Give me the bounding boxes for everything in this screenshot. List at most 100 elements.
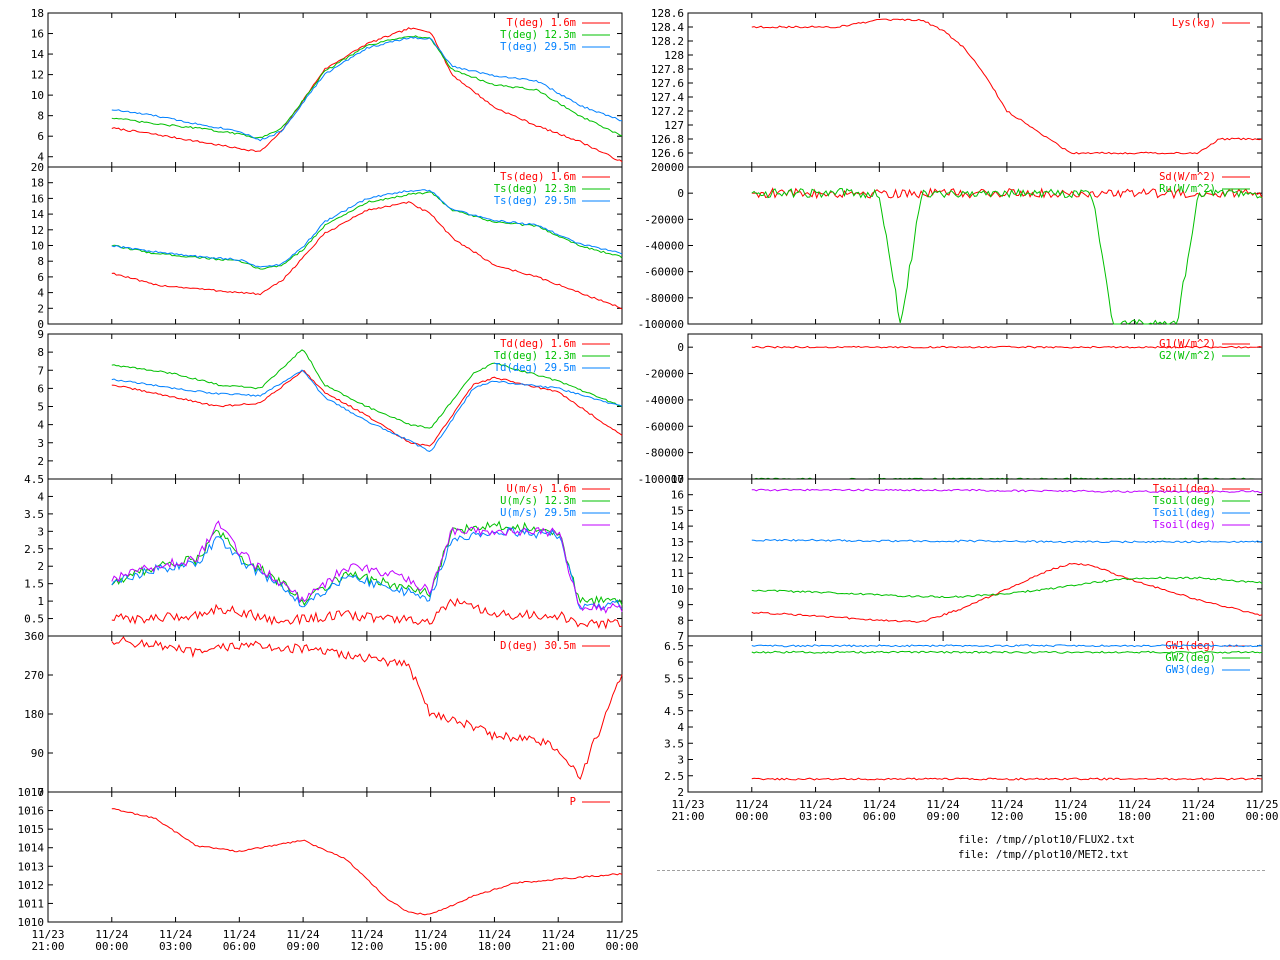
y-tick-label: -20000 <box>644 368 684 381</box>
y-tick-label: 128 <box>664 49 684 62</box>
x-tick-time: 15:00 <box>1054 810 1087 823</box>
y-tick-label: 9 <box>37 328 44 341</box>
y-tick-label: -60000 <box>644 420 684 433</box>
x-tick-date: 11/24 <box>478 928 511 941</box>
panel-lysimeter: 126.6126.8127127.2127.4127.6127.8128128.… <box>651 7 1263 168</box>
y-tick-label: 5.5 <box>664 672 684 685</box>
y-tick-label: 10 <box>671 583 684 596</box>
x-tick-date: 11/24 <box>863 798 896 811</box>
y-tick-label: 15 <box>671 504 684 517</box>
x-tick-date: 11/24 <box>799 798 832 811</box>
series-line <box>111 36 623 142</box>
series-line <box>751 18 1263 155</box>
legend-label: Lys(kg) <box>1172 17 1216 29</box>
y-tick-label: 2 <box>677 786 684 799</box>
y-tick-label: 128.4 <box>651 21 684 34</box>
series-line <box>111 636 623 780</box>
series-line <box>751 576 1263 599</box>
series-line <box>111 526 623 610</box>
series-line <box>111 808 623 916</box>
plot-frame <box>687 12 1263 168</box>
series-line <box>111 189 623 268</box>
y-tick-label: 12 <box>671 552 684 565</box>
x-tick-date: 11/24 <box>223 928 256 941</box>
series-line <box>751 777 1263 781</box>
panel-wind-direction: 0 90 180 270 360 D(deg) 30.5m <box>24 630 623 799</box>
y-tick-label: 13 <box>671 536 684 549</box>
y-tick-label: 6 <box>37 130 44 143</box>
y-tick-label: 7 <box>37 364 44 377</box>
y-tick-label: 6 <box>677 656 684 669</box>
plot-frame <box>47 791 623 923</box>
x-tick-date: 11/24 <box>287 928 320 941</box>
x-tick-date: 11/24 <box>159 928 192 941</box>
x-tick-time: 03:00 <box>799 810 832 823</box>
source-files: file: /tmp//plot10/FLUX2.txt file: /tmp/… <box>958 833 1135 863</box>
y-tick-label: 16 <box>671 489 684 502</box>
panel-air-temp: 4 6 8 10 12 14 16 18 T(deg) 1.6mT(deg) 12.3mT(de… <box>31 7 623 168</box>
series-line <box>111 520 623 607</box>
y-tick-label: 2.5 <box>664 770 684 783</box>
legend-label: Td(deg) 29.5m <box>494 362 576 374</box>
y-tick-label: 127.4 <box>651 91 684 104</box>
y-tick-label: 16 <box>31 192 44 205</box>
legend-label: Ru(W/m^2) <box>1159 183 1216 195</box>
y-tick-label: -60000 <box>644 266 684 279</box>
y-tick-label: 5 <box>677 689 684 702</box>
x-tick-date: 11/23 <box>31 928 64 941</box>
x-tick-date: 11/24 <box>1054 798 1087 811</box>
x-tick-date: 11/24 <box>95 928 128 941</box>
y-tick-label: -80000 <box>644 292 684 305</box>
y-tick-label: 8 <box>37 110 44 123</box>
x-tick-date: 11/24 <box>542 928 575 941</box>
panel-radiation: -100000 -80000 -60000 -40000 -20000 0 20000 Sd(… <box>638 161 1263 331</box>
legend-label: Tsoil(deg) <box>1153 519 1216 531</box>
y-tick-label: 128.2 <box>651 35 684 48</box>
legend-label: GW1(deg) <box>1165 640 1216 652</box>
x-tick-date: 11/23 <box>671 798 704 811</box>
y-tick-label: 127.6 <box>651 77 684 90</box>
y-tick-label: 16 <box>31 28 44 41</box>
y-tick-label: 9 <box>677 599 684 612</box>
y-tick-label: 1012 <box>18 879 45 892</box>
y-tick-label: 6 <box>37 382 44 395</box>
y-tick-label: 128.6 <box>651 7 684 20</box>
y-tick-label: 126.6 <box>651 147 684 160</box>
x-tick-time: 21:00 <box>542 940 575 953</box>
x-tick-time: 18:00 <box>1118 810 1151 823</box>
series-line <box>111 35 623 139</box>
dashed-separator <box>657 870 1265 871</box>
y-tick-label: 0 <box>677 187 684 200</box>
series-line <box>751 345 1263 349</box>
panel-ground-flux: -100000 -80000 -60000 -40000 -20000 0 G1(W/m^2… <box>638 333 1263 486</box>
legend-label: Ts(deg) 29.5m <box>494 195 576 207</box>
y-tick-label: 2 <box>37 302 44 315</box>
series-line <box>111 520 623 614</box>
y-tick-label: 1010 <box>18 916 45 929</box>
x-tick-time: 09:00 <box>927 810 960 823</box>
legend-label: GW2(deg) <box>1165 652 1216 664</box>
panel-wind-speed: 0.5 1 1.5 2 2.5 3 3.5 4 4.5 U(m/s) 1.6mU(m/s) 12.… <box>24 473 623 637</box>
y-tick-label: 0.5 <box>24 613 44 626</box>
x-tick-time: 21:00 <box>31 940 64 953</box>
y-tick-label: 3 <box>37 525 44 538</box>
panel-groundwater: 2 2.5 3 3.5 4 4.5 5 5.5 6 6.5 GW1(deg)GW2(deg)GW3(… <box>664 635 1263 799</box>
x-tick-time: 09:00 <box>287 940 320 953</box>
x-tick-date: 11/24 <box>735 798 768 811</box>
panel-pressure: 1010 1011 1012 1013 1014 1015 1016 1017 P <box>18 786 623 929</box>
y-tick-label: 127.2 <box>651 105 684 118</box>
y-tick-label: 5 <box>37 401 44 414</box>
y-tick-label: 4 <box>37 287 44 300</box>
y-tick-label: 1014 <box>18 842 45 855</box>
legend-label: D(deg) 30.5m <box>500 640 576 652</box>
series-line <box>751 644 1263 648</box>
y-tick-label: 14 <box>31 48 45 61</box>
series-line <box>751 562 1263 623</box>
y-tick-label: 1017 <box>18 786 45 799</box>
y-tick-label: 2 <box>37 455 44 468</box>
y-tick-label: 6 <box>37 271 44 284</box>
y-tick-label: 8 <box>37 255 44 268</box>
